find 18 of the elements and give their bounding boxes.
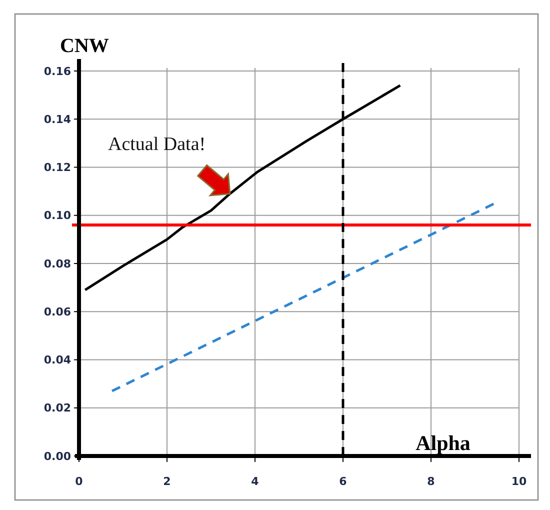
- y-tick-label: 0.04: [44, 354, 72, 367]
- y-axis-title: CNW: [60, 35, 109, 57]
- y-tick-label: 0.02: [44, 402, 71, 415]
- y-tick-label: 0.08: [44, 257, 71, 270]
- x-axis-title: Alpha: [416, 431, 471, 455]
- annotation: Actual Data!: [108, 134, 206, 155]
- y-tick-label: 0.12: [44, 161, 71, 174]
- x-tick-label: 2: [163, 475, 171, 488]
- x-tick-label: 10: [511, 475, 527, 488]
- x-tick-label: 6: [339, 475, 348, 488]
- y-tick-label: 0.06: [44, 305, 72, 318]
- y-tick-label: 0.14: [44, 112, 72, 126]
- y-tick-label: 0.10: [44, 209, 72, 222]
- x-tick-label: 8: [427, 475, 435, 488]
- y-tick-label: 0.16: [44, 64, 72, 78]
- x-tick-label: 4: [251, 475, 260, 488]
- y-tick-label: 0.00: [44, 450, 72, 463]
- x-tick-label: 0: [75, 475, 84, 488]
